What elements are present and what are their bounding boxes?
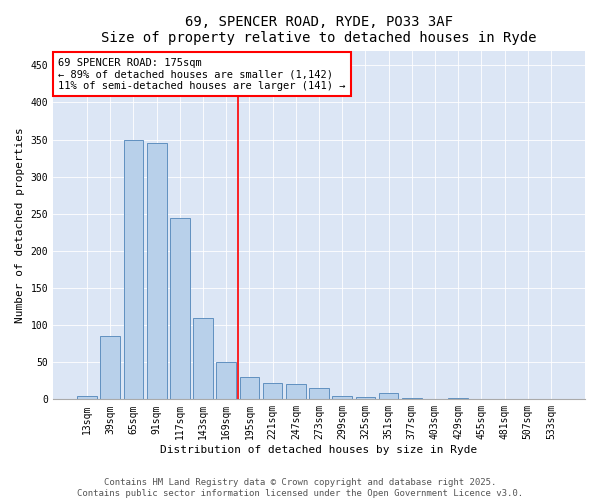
Bar (402, 398, 422, 400)
Bar (356, 397, 375, 400)
Bar (332, 396, 352, 400)
Bar (100, 336, 120, 400)
Bar (495, 398, 514, 400)
Bar (309, 388, 329, 400)
Bar (448, 398, 468, 400)
Bar (193, 318, 213, 400)
Text: Contains HM Land Registry data © Crown copyright and database right 2025.
Contai: Contains HM Land Registry data © Crown c… (77, 478, 523, 498)
Bar (379, 394, 398, 400)
Bar (239, 377, 259, 400)
Title: 69, SPENCER ROAD, RYDE, PO33 3AF
Size of property relative to detached houses in: 69, SPENCER ROAD, RYDE, PO33 3AF Size of… (101, 15, 537, 45)
Text: 69 SPENCER ROAD: 175sqm
← 89% of detached houses are smaller (1,142)
11% of semi: 69 SPENCER ROAD: 175sqm ← 89% of detache… (58, 58, 346, 90)
Bar (217, 362, 236, 400)
Bar (147, 144, 167, 400)
Bar (170, 218, 190, 400)
X-axis label: Distribution of detached houses by size in Ryde: Distribution of detached houses by size … (160, 445, 478, 455)
Bar (263, 383, 283, 400)
Bar (77, 396, 97, 400)
Bar (124, 140, 143, 400)
Bar (286, 384, 305, 400)
Y-axis label: Number of detached properties: Number of detached properties (15, 127, 25, 323)
